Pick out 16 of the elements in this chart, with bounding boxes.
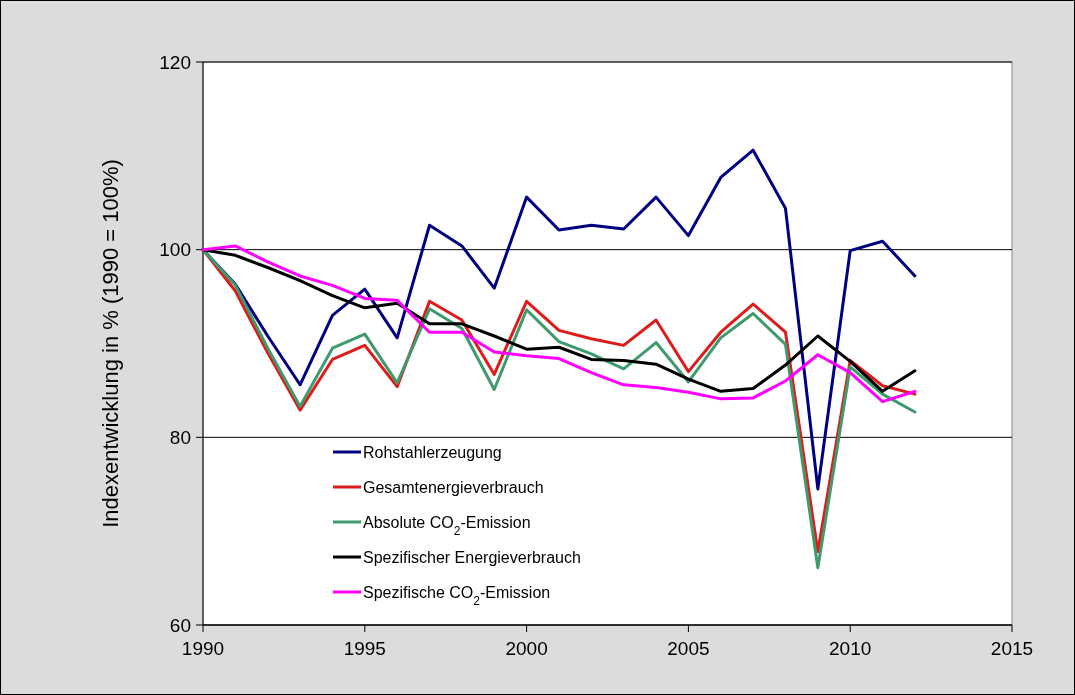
x-tick-label: 2010	[829, 638, 872, 659]
y-axis-title: Indexentwicklung in % (1990 = 100%)	[98, 159, 123, 528]
y-tick-label: 80	[169, 426, 191, 448]
x-tick-label: 1990	[181, 638, 225, 659]
legend-label: Absolute CO$_{2}$-Emission	[363, 513, 531, 538]
x-tick-label: 1995	[343, 638, 386, 659]
y-tick-label: 100	[159, 239, 191, 261]
x-tick-label: 2000	[505, 638, 548, 659]
x-tick-label: 2015	[990, 638, 1034, 659]
y-tick-label: 120	[159, 51, 191, 73]
legend-label: Rohstahlerzeugung	[363, 443, 502, 461]
legend-label: Spezifischer Energieverbrauch	[363, 548, 581, 566]
legend-label: Spezifische CO$_{2}$-Emission	[363, 583, 551, 608]
legend-label: Gesamtenergieverbrauch	[363, 478, 544, 496]
x-tick-label: 2005	[667, 638, 710, 659]
y-tick-label: 60	[169, 614, 191, 636]
